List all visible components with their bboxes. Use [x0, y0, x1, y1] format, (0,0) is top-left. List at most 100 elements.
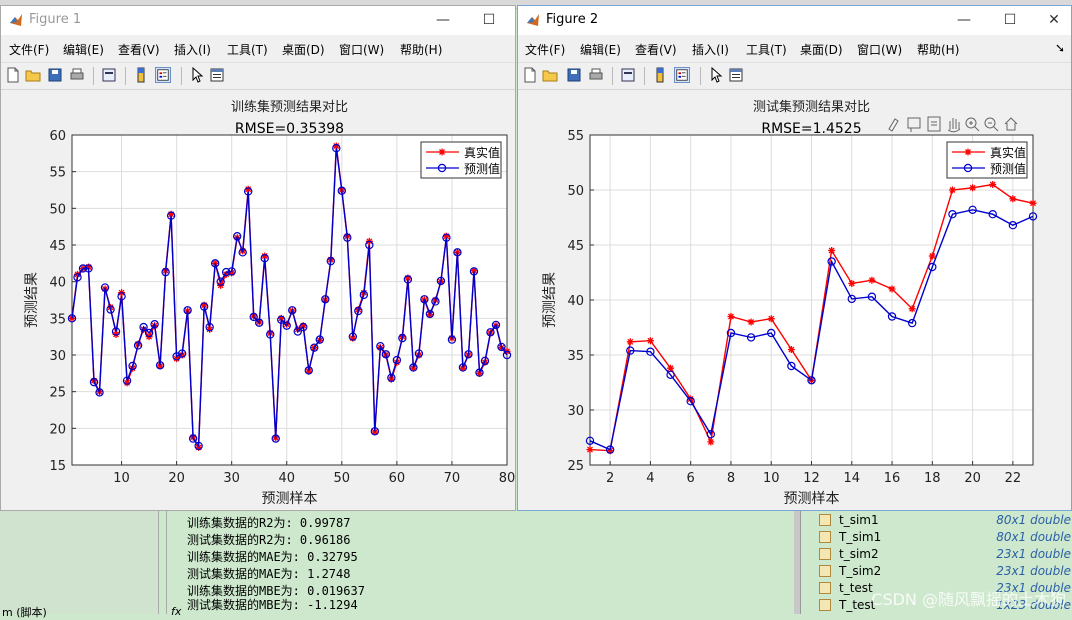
- data-point-pred: [315, 335, 324, 344]
- data-point-pred: [244, 187, 253, 196]
- workspace-variable[interactable]: t_sim1 80x1 double: [819, 512, 1072, 529]
- workspace-variable[interactable]: T_sim2 23x1 double: [819, 563, 1072, 580]
- home-icon[interactable]: [1004, 117, 1018, 131]
- maximize-button[interactable]: ☐: [482, 12, 496, 28]
- new-file-icon[interactable]: [522, 67, 538, 83]
- workspace-variable[interactable]: t_test 23x1 double: [819, 580, 1072, 597]
- menu-insert[interactable]: 插入(I): [174, 43, 211, 57]
- menu-window[interactable]: 窗口(W): [339, 43, 385, 57]
- data-point-pred: [398, 333, 407, 343]
- data-tip-icon[interactable]: [907, 117, 921, 132]
- data-point-pred: [73, 273, 82, 282]
- property-inspector-icon[interactable]: [728, 67, 744, 83]
- colorbar-icon[interactable]: [652, 67, 668, 83]
- matlab-logo-icon: [10, 14, 22, 26]
- open-folder-icon[interactable]: [25, 67, 41, 83]
- test-chart[interactable]: 测试集预测结果对比 RMSE=1.4525 2 4 6 8 10 12 14 16 18 20 22 25…: [518, 90, 1071, 510]
- minimize-button[interactable]: —: [436, 12, 450, 28]
- data-point-pred: [299, 322, 308, 332]
- menubar: 文件(F) 编辑(E) 查看(V) 插入(I) 工具(T) 桌面(D) 窗口(W…: [518, 36, 1071, 60]
- open-folder-icon[interactable]: [542, 67, 558, 83]
- y-tick-label: 40: [567, 294, 584, 309]
- property-inspector-icon[interactable]: [209, 67, 225, 83]
- script-label[interactable]: m (脚本): [2, 606, 47, 619]
- data-point-pred: [827, 257, 836, 266]
- save-icon[interactable]: [566, 67, 582, 83]
- command-window[interactable]: 训练集数据的R2为: 0.99787 测试集数据的R2为: 0.96186 训练…: [166, 511, 793, 618]
- training-chart[interactable]: 训练集预测结果对比 RMSE=0.35398 10 20 30 40 50 60 70 80 15 2…: [1, 90, 515, 510]
- print-preview-icon[interactable]: [620, 67, 636, 83]
- menu-view[interactable]: 查看(V): [635, 43, 677, 57]
- legend-icon[interactable]: [674, 67, 690, 83]
- menu-file[interactable]: 文件(F): [525, 43, 566, 57]
- x-axis-label: 预测样本: [784, 491, 840, 507]
- data-point-pred: [133, 341, 143, 350]
- legend-icon[interactable]: [155, 67, 171, 83]
- workspace-variable[interactable]: T_test 1x23 double: [819, 597, 1072, 614]
- data-point-true: [222, 270, 230, 278]
- brush-icon[interactable]: [888, 118, 899, 132]
- data-point-pred: [271, 434, 280, 443]
- data-point-true: [228, 269, 236, 277]
- legend-label: 预测值: [990, 161, 1026, 176]
- data-point-pred: [442, 233, 451, 242]
- save-axes-icon[interactable]: [927, 116, 941, 132]
- pointer-icon[interactable]: [708, 67, 724, 83]
- print-icon[interactable]: [588, 67, 604, 83]
- pointer-icon[interactable]: [189, 67, 205, 83]
- output-line: 训练集数据的R2为: 0.99787: [187, 516, 351, 530]
- menu-insert[interactable]: 插入(I): [692, 43, 729, 57]
- menu-desktop[interactable]: 桌面(D): [800, 43, 843, 57]
- menu-overflow-icon[interactable]: ➘: [1054, 41, 1065, 55]
- minimize-button[interactable]: —: [957, 12, 971, 28]
- menu-tools[interactable]: 工具(T): [746, 43, 787, 57]
- data-point-pred: [948, 209, 957, 219]
- data-point-pred: [161, 267, 170, 277]
- figure-1-titlebar[interactable]: Figure 1 — ☐: [1, 6, 515, 35]
- data-point-pred: [348, 332, 358, 341]
- data-point-true: [667, 364, 675, 372]
- zoom-out-icon[interactable]: [984, 117, 999, 132]
- data-point-pred: [122, 376, 132, 385]
- menu-tools[interactable]: 工具(T): [227, 43, 268, 57]
- colorbar-icon[interactable]: [133, 67, 149, 83]
- maximize-button[interactable]: ☐: [1003, 12, 1017, 28]
- zoom-in-icon[interactable]: [965, 117, 980, 132]
- workspace-variable[interactable]: T_sim1 80x1 double: [819, 529, 1072, 546]
- series-line-pred: [71, 148, 508, 448]
- menu-edit[interactable]: 编辑(E): [63, 43, 104, 57]
- new-file-icon[interactable]: [5, 67, 21, 83]
- x-tick-label: 16: [884, 471, 901, 486]
- workspace-variable[interactable]: t_sim2 23x1 double: [819, 546, 1072, 563]
- menu-window[interactable]: 窗口(W): [857, 43, 903, 57]
- menu-help[interactable]: 帮助(H): [400, 43, 443, 57]
- figure-2-window[interactable]: Figure 2 — ☐ ✕ 文件(F) 编辑(E) 查看(V) 插入(I) 工…: [517, 5, 1072, 511]
- output-line: 测试集数据的MAE为: 1.2748: [187, 567, 351, 581]
- close-button[interactable]: ✕: [1048, 12, 1060, 28]
- figure-2-titlebar[interactable]: Figure 2 — ☐ ✕: [518, 6, 1071, 35]
- axes-frame: [71, 134, 508, 466]
- menu-file[interactable]: 文件(F): [9, 43, 50, 57]
- matlab-logo-icon: [527, 14, 539, 26]
- legend-label: 真实值: [990, 145, 1026, 160]
- data-point-pred: [183, 306, 192, 315]
- window-title: Figure 2: [546, 12, 599, 27]
- menu-desktop[interactable]: 桌面(D): [282, 43, 325, 57]
- command-prompt[interactable]: fx: [171, 605, 182, 618]
- scrollbar[interactable]: [794, 511, 800, 614]
- save-icon[interactable]: [47, 67, 63, 83]
- axes-frame: [589, 134, 1034, 466]
- data-point-true: [989, 181, 997, 188]
- figure-1-window[interactable]: Figure 1 — ☐ 文件(F) 编辑(E) 查看(V) 插入(I) 工具(…: [0, 5, 516, 511]
- menu-edit[interactable]: 编辑(E): [580, 43, 621, 57]
- data-point-pred: [502, 350, 512, 360]
- print-preview-icon[interactable]: [101, 67, 117, 83]
- print-icon[interactable]: [69, 67, 85, 83]
- window-title: Figure 1: [29, 12, 82, 27]
- menu-help[interactable]: 帮助(H): [917, 43, 960, 57]
- menu-view[interactable]: 查看(V): [118, 43, 160, 57]
- chart-subtitle: RMSE=0.35398: [235, 121, 344, 137]
- x-tick-label: 10: [763, 471, 780, 486]
- pan-icon[interactable]: [947, 118, 961, 133]
- data-point-true: [868, 276, 876, 284]
